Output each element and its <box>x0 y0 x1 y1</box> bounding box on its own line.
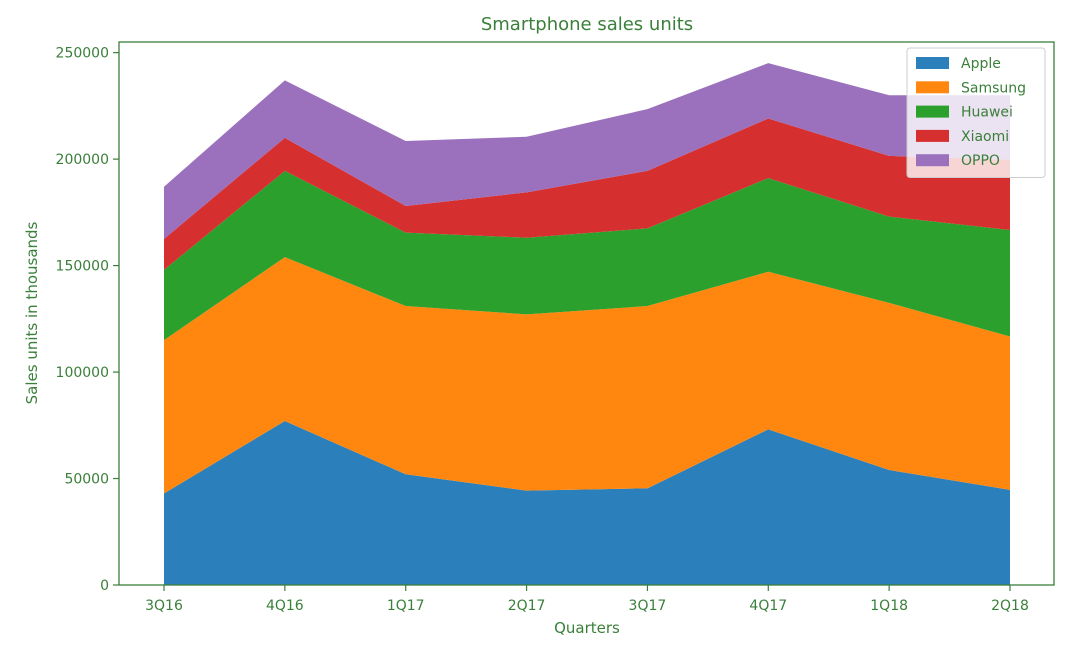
area-xiaomi <box>164 118 1010 270</box>
legend-label-apple: Apple <box>961 56 1001 72</box>
plot-frame <box>118 41 1055 586</box>
x-tick-label: 2Q18 <box>991 598 1029 614</box>
area-oppo <box>164 63 1010 239</box>
legend-label-huawei: Huawei <box>961 105 1013 121</box>
area-series-group <box>164 63 1010 585</box>
y-tick-label: 250000 <box>56 46 109 62</box>
y-tick-label: 100000 <box>56 365 109 381</box>
legend-label-oppo: OPPO <box>961 153 1000 169</box>
legend-swatch-xiaomi <box>916 129 949 142</box>
area-apple <box>164 421 1010 585</box>
y-tick-label: 50000 <box>64 472 109 488</box>
legend-label-xiaomi: Xiaomi <box>961 129 1009 145</box>
x-tick-label: 3Q17 <box>629 598 667 614</box>
area-samsung <box>164 257 1010 494</box>
legend-swatch-apple <box>916 57 949 69</box>
x-tick-label: 4Q16 <box>266 598 304 614</box>
x-tick-label: 1Q18 <box>870 598 908 614</box>
legend: Apple Samsung Huawei Xiaomi OPPO <box>906 47 1046 178</box>
legend-swatch-oppo <box>916 154 949 167</box>
chart-title: Smartphone sales units <box>481 14 693 35</box>
x-tick-label: 2Q17 <box>508 598 546 614</box>
x-tick-label: 4Q17 <box>749 598 787 614</box>
area-huawei <box>164 170 1010 341</box>
y-tick-label: 200000 <box>56 152 109 168</box>
x-axis: 3Q16 4Q16 1Q17 2Q17 3Q17 4Q17 1Q18 2Q18 <box>145 585 1029 614</box>
y-tick-label: 150000 <box>56 259 109 275</box>
x-tick-label: 3Q16 <box>145 598 183 614</box>
y-axis-label: Sales units in thousands <box>23 221 41 404</box>
y-axis: 0 50000 100000 150000 200000 250000 <box>56 46 119 594</box>
y-tick-label: 0 <box>100 578 109 594</box>
legend-swatch-samsung <box>916 81 949 94</box>
x-axis-label: Quarters <box>554 619 620 637</box>
legend-label-samsung: Samsung <box>961 80 1026 96</box>
legend-box <box>906 47 1046 178</box>
x-tick-label: 1Q17 <box>387 598 425 614</box>
legend-swatch-huawei <box>916 105 949 118</box>
